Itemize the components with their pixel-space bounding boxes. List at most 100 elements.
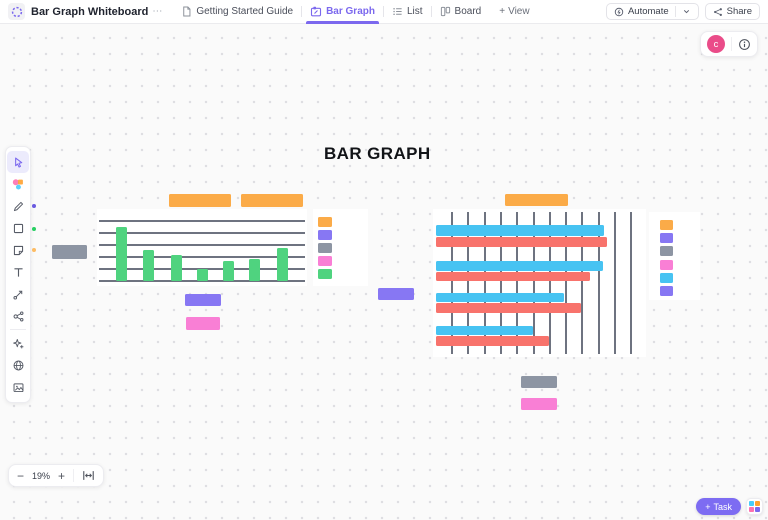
- purple-axis-label-bar-right[interactable]: [378, 288, 414, 300]
- drawing-toolbar: [5, 146, 31, 403]
- square-icon: [13, 223, 23, 233]
- orange-label-bar-right[interactable]: [505, 194, 568, 206]
- list-icon: [393, 7, 402, 16]
- left-chart-bar-green[interactable]: [116, 227, 127, 281]
- info-icon[interactable]: [738, 38, 751, 51]
- left-chart-bar-green[interactable]: [171, 255, 182, 281]
- right-chart-gridline: [484, 212, 486, 354]
- connector-tool[interactable]: [7, 283, 29, 305]
- right-chart-gridline: [549, 212, 551, 354]
- gray-axis-label-bar-left[interactable]: [52, 245, 87, 259]
- zoom-out-button[interactable]: −: [17, 468, 25, 483]
- more-menu-button[interactable]: ⋯: [152, 6, 164, 17]
- grid-dot: [755, 507, 761, 513]
- board-icon: [440, 6, 450, 17]
- right-chart-gridline: [500, 212, 502, 354]
- zoom-level[interactable]: 19%: [32, 470, 51, 481]
- zoom-in-button[interactable]: +: [58, 468, 66, 483]
- panel-divider: [731, 37, 732, 51]
- share-button[interactable]: Share: [704, 3, 760, 20]
- automate-button[interactable]: Automate: [605, 3, 699, 20]
- orange-label-bar-2[interactable]: [241, 194, 303, 207]
- magic-tool[interactable]: [7, 332, 29, 354]
- tab-getting-started-guide[interactable]: Getting Started Guide: [173, 0, 301, 24]
- sticky-note-icon: [13, 245, 23, 255]
- dashed-circle-icon: [11, 6, 22, 17]
- chevron-down-icon[interactable]: [682, 7, 691, 16]
- right-chart-legend-swatch-purple[interactable]: [660, 286, 673, 296]
- pen-color-dot[interactable]: [32, 204, 36, 208]
- right-chart-bar-red[interactable]: [436, 237, 607, 247]
- task-bar: + Task: [696, 498, 763, 515]
- select-tool[interactable]: [7, 151, 29, 173]
- right-chart-legend-swatch-purple[interactable]: [660, 233, 673, 244]
- left-chart-bar-green[interactable]: [277, 248, 288, 281]
- left-chart-legend-swatch-green[interactable]: [318, 269, 332, 279]
- gray-label-bar-bottom[interactable]: [521, 376, 557, 388]
- image-tool[interactable]: [7, 376, 29, 398]
- add-view-button[interactable]: + View: [499, 6, 529, 17]
- left-chart-gridline: [99, 268, 305, 270]
- image-icon: [13, 382, 23, 392]
- app-grid-button[interactable]: [746, 498, 763, 515]
- pink-axis-label-bar-left[interactable]: [186, 317, 220, 330]
- avatar[interactable]: c: [707, 35, 725, 53]
- shapes-stickers-tool[interactable]: [7, 173, 29, 195]
- right-chart-legend-swatch-blue[interactable]: [660, 272, 673, 283]
- tab-board[interactable]: Board: [432, 0, 490, 24]
- document-icon: [183, 6, 191, 17]
- right-chart-legend-swatch-pink[interactable]: [660, 259, 673, 270]
- right-chart-gridline: [467, 212, 469, 354]
- left-chart-legend-swatch-orange[interactable]: [318, 217, 332, 227]
- right-chart-bar-red[interactable]: [436, 272, 590, 281]
- left-chart-legend-swatch-pink[interactable]: [318, 256, 332, 266]
- zoom-controls: − 19% +: [8, 464, 105, 487]
- page-title: Bar Graph Whiteboard: [31, 5, 149, 18]
- right-chart-gridline: [516, 212, 518, 354]
- fit-to-screen-icon[interactable]: [82, 470, 95, 481]
- tab-label: Getting Started Guide: [196, 6, 294, 17]
- add-task-button[interactable]: + Task: [696, 498, 741, 515]
- right-chart-bar-blue[interactable]: [436, 293, 564, 302]
- left-chart-bar-green[interactable]: [143, 250, 154, 281]
- shape-tool[interactable]: [7, 217, 29, 239]
- right-chart-bar-red[interactable]: [436, 303, 581, 313]
- web-embed-tool[interactable]: [7, 354, 29, 376]
- left-chart-bar-green[interactable]: [197, 269, 208, 281]
- orange-label-bar-1[interactable]: [169, 194, 231, 207]
- left-chart-gridline: [99, 244, 305, 246]
- whiteboard-status-icon[interactable]: [8, 3, 25, 20]
- left-chart-legend-swatch-gray[interactable]: [318, 243, 332, 253]
- pen-icon: [13, 201, 23, 211]
- right-chart-bar-red[interactable]: [436, 336, 549, 346]
- right-chart-legend[interactable]: [649, 212, 700, 300]
- left-chart-bar-green[interactable]: [249, 259, 260, 281]
- whiteboard-title-text[interactable]: BAR GRAPH: [324, 144, 431, 163]
- sticky-note-tool[interactable]: [7, 239, 29, 261]
- right-chart-legend-swatch-orange[interactable]: [660, 220, 673, 230]
- right-chart-bar-blue[interactable]: [436, 225, 604, 236]
- shape-color-dot[interactable]: [32, 227, 36, 231]
- cursor-icon: [14, 157, 22, 168]
- tab-bar-graph[interactable]: Bar Graph: [302, 0, 383, 24]
- pink-label-bar-bottom[interactable]: [521, 398, 557, 410]
- grid-dot: [755, 500, 761, 506]
- mind-map-tool[interactable]: [7, 305, 29, 327]
- tab-separator: [430, 6, 432, 17]
- grid-dot: [748, 500, 754, 506]
- left-chart-gridline: [99, 220, 305, 222]
- tab-list[interactable]: List: [384, 0, 431, 24]
- share-label: Share: [726, 6, 752, 17]
- note-color-dot[interactable]: [32, 248, 36, 252]
- colorful-shapes-icon: [12, 179, 23, 190]
- pen-tool[interactable]: [7, 195, 29, 217]
- task-button-label: Task: [713, 501, 732, 512]
- left-chart-bar-green[interactable]: [223, 261, 234, 281]
- purple-axis-label-bar-left[interactable]: [185, 294, 221, 306]
- text-tool[interactable]: [7, 261, 29, 283]
- right-chart-legend-swatch-gray[interactable]: [660, 246, 673, 257]
- left-chart-legend-swatch-purple[interactable]: [318, 230, 332, 240]
- right-chart-bar-blue[interactable]: [436, 261, 603, 271]
- right-chart-bar-blue[interactable]: [436, 326, 533, 335]
